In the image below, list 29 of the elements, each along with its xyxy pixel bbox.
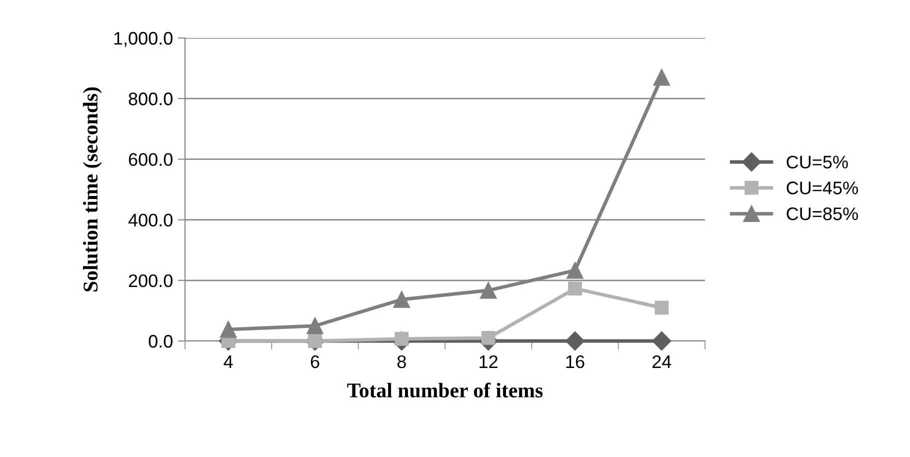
x-tick-label: 4 [224, 356, 233, 368]
y-tick-label: 400.0 [128, 214, 172, 227]
point [481, 331, 496, 345]
legend-label: CU=5% [786, 156, 848, 168]
y-tick-label: 600.0 [128, 153, 172, 166]
y-tick-label: 800.0 [128, 92, 172, 106]
point [653, 69, 670, 86]
legend-label: CU=85% [786, 207, 858, 220]
point [654, 300, 669, 315]
point [566, 262, 584, 279]
point [480, 282, 497, 299]
x-tick-label: 16 [566, 355, 584, 368]
point [565, 331, 585, 351]
x-tick-label: 24 [652, 355, 672, 368]
point [652, 331, 672, 351]
y-axis-title: Solution time (seconds) [82, 87, 102, 292]
y-tick-label: 200.0 [128, 274, 172, 288]
point [306, 318, 324, 334]
y-tick-label: 0.0 [148, 334, 172, 348]
point [220, 321, 237, 338]
y-tick-label: 1,000.0 [114, 32, 172, 47]
point [393, 291, 410, 308]
point [308, 334, 322, 348]
x-tick-label: 12 [480, 355, 498, 368]
legend-label: CU=45% [786, 182, 858, 194]
x-tick-label: 6 [310, 355, 320, 368]
x-axis-title: Total number of items [347, 382, 543, 398]
point [568, 282, 582, 296]
x-tick-label: 8 [397, 355, 406, 368]
